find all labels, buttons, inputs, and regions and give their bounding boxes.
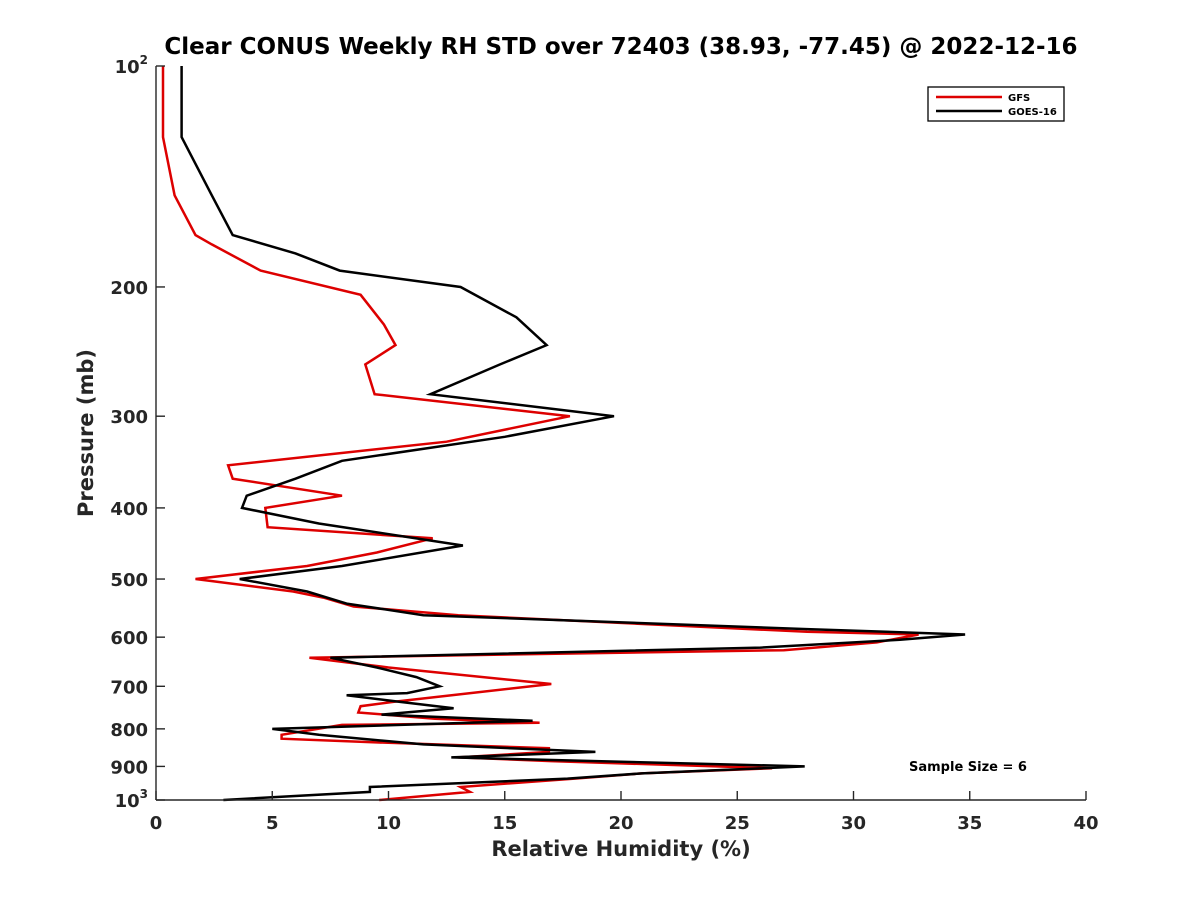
- series-line-goes16: [180, 66, 966, 802]
- y-tick-label: 102: [115, 53, 148, 78]
- y-tick-label: 400: [110, 499, 148, 520]
- y-tick-label: 300: [110, 407, 148, 428]
- x-tick-label: 0: [150, 813, 163, 834]
- legend-label-gfs: GFS: [1008, 93, 1030, 104]
- y-tick-label: 900: [110, 757, 148, 778]
- y-tick-label: 800: [110, 720, 148, 741]
- chart-title: Clear CONUS Weekly RH STD over 72403 (38…: [164, 34, 1077, 60]
- y-tick-label: 500: [110, 570, 148, 591]
- x-tick-label: 25: [725, 813, 750, 834]
- y-tick-label: 700: [110, 677, 148, 698]
- y-tick-exponent: 2: [140, 53, 148, 67]
- y-axis-label: Pressure (mb): [74, 349, 98, 517]
- y-tick-label: 200: [110, 278, 148, 299]
- sample-size-annotation: Sample Size = 6: [909, 760, 1027, 775]
- legend-label-goes16: GOES-16: [1008, 107, 1057, 118]
- x-tick-label: 30: [841, 813, 866, 834]
- x-tick-label: 5: [266, 813, 279, 834]
- x-tick-label: 20: [608, 813, 633, 834]
- x-axis-label: Relative Humidity (%): [491, 837, 750, 861]
- x-tick-label: 35: [957, 813, 982, 834]
- y-tick-label: 600: [110, 628, 148, 649]
- plot-area: [156, 66, 1086, 800]
- series-layer: [161, 66, 966, 802]
- y-ticks: 102 200 300 400 500 600 700 800 900 103: [110, 53, 165, 812]
- legend-box: [927, 86, 1065, 122]
- x-tick-label: 10: [376, 813, 401, 834]
- x-tick-label: 15: [492, 813, 517, 834]
- x-tick-label: 40: [1073, 813, 1098, 834]
- legend: GFS GOES-16: [927, 86, 1065, 122]
- y-tick-exponent: 3: [140, 787, 148, 801]
- x-ticks: 0 5 10 15 20 25 30 35 40: [150, 791, 1099, 834]
- y-tick-label: 103: [115, 787, 148, 812]
